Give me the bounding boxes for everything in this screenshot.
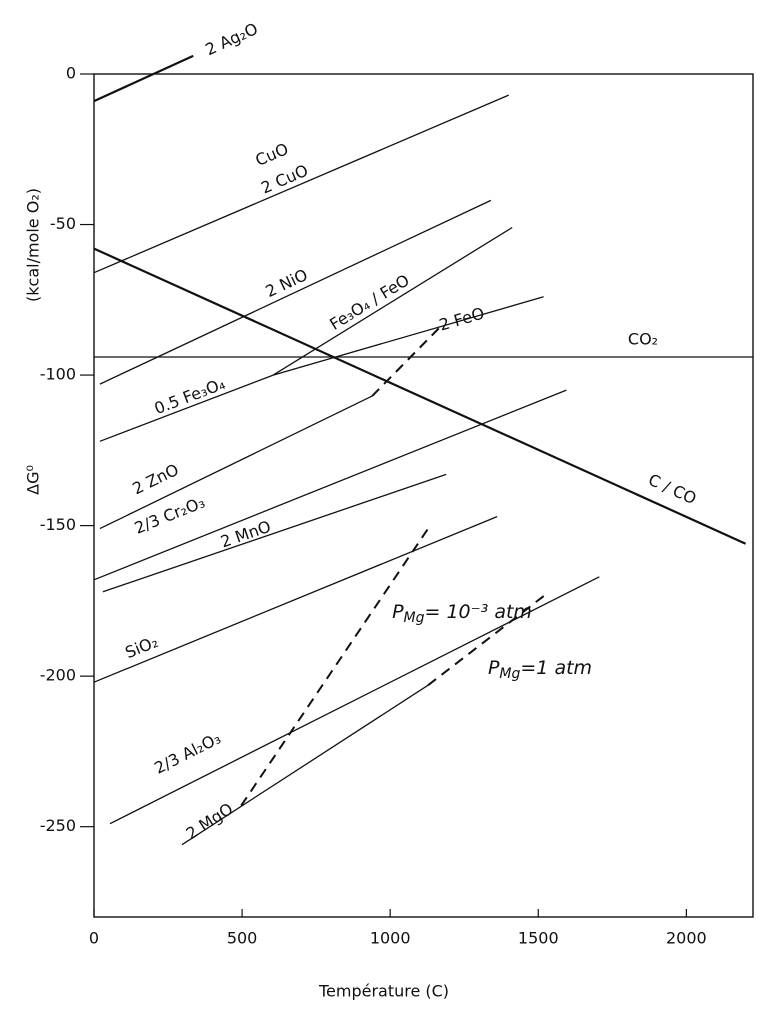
y-tick-label: -250 (40, 816, 76, 835)
annotation-subscript: Mg (499, 666, 520, 682)
series-label: 2/3 Al₂O₃ (151, 728, 224, 777)
x-tick-label: 0 (89, 929, 99, 948)
series-label: 2/3 Cr₂O₃ (132, 492, 208, 537)
series-line (99, 395, 373, 530)
annotation-subscript: Mg (404, 610, 425, 626)
series-label: Fe₃O₄ / FeO (326, 270, 412, 333)
series-label: 2 Ag₂O (202, 19, 260, 59)
annotation-symbol: P (488, 657, 500, 679)
series-line (99, 374, 274, 442)
y-tick-label: -200 (40, 666, 76, 685)
series-label: 0.5 Fe₃O₄ (152, 374, 228, 418)
y-tick-label: -50 (50, 214, 76, 233)
series-line (93, 94, 509, 274)
y-axis-units: (kcal/mole O₂) (24, 188, 43, 302)
series-label: 2 MnO (218, 517, 273, 552)
series-line (93, 515, 498, 683)
annotation-symbol: P (392, 601, 404, 623)
series-line (93, 54, 194, 103)
series-line (93, 389, 567, 581)
dashed-line (427, 591, 550, 686)
series-line (273, 296, 544, 376)
series-line (102, 473, 447, 593)
x-axis-label: Température (C) (318, 982, 449, 1001)
y-axis-label: ΔG⁰ (24, 465, 43, 495)
series-label: 2 MgO (183, 799, 237, 843)
annotation: PMg=1 atm (488, 657, 592, 683)
y-tick-label: 0 (66, 64, 76, 83)
series-label: CO₂ (628, 330, 658, 349)
series-line (181, 684, 429, 846)
dashed-line (371, 326, 441, 397)
x-tick-label: 1500 (518, 929, 559, 948)
annotation-text: CuO (252, 139, 291, 170)
series-line (272, 226, 513, 376)
series-line (93, 247, 747, 545)
x-tick-label: 2000 (666, 929, 707, 948)
annotation-text: = 10⁻³ atm (425, 601, 532, 623)
plot-frame (93, 73, 754, 918)
y-tick-label: -100 (40, 365, 76, 384)
series-line (109, 576, 600, 825)
x-tick-label: 1000 (370, 929, 411, 948)
series-line (99, 199, 492, 385)
series-label: 2 FeO (437, 304, 486, 335)
x-tick-label: 500 (227, 929, 258, 948)
annotation: PMg= 10⁻³ atm (392, 601, 532, 627)
annotation: CuO (252, 139, 291, 170)
y-tick-label: -150 (40, 515, 76, 534)
annotation-text: =1 atm (520, 657, 592, 679)
dashed-line (240, 528, 429, 807)
